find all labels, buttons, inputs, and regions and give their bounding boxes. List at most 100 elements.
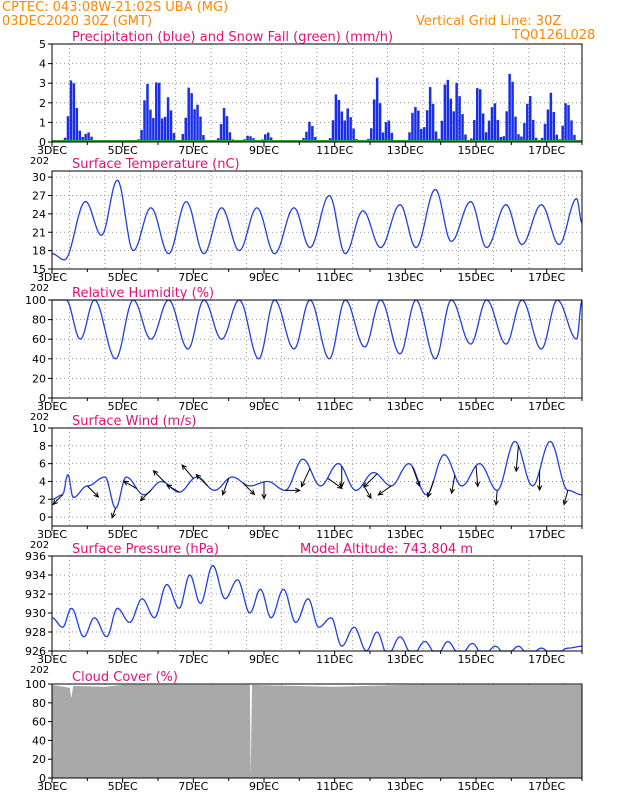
y-tick-label: 6 [39, 458, 46, 471]
x-tick-label: 17DEC [528, 400, 565, 413]
wind-arrow-head [562, 499, 568, 506]
wind-arrow-head [195, 473, 202, 480]
precip-bar [149, 109, 152, 142]
x-tick-label: 13DEC [387, 653, 424, 666]
x-tick-label: 13DEC [387, 144, 424, 157]
precip-bar [181, 134, 185, 142]
precip-bar [423, 127, 426, 142]
wind-arrow-head [122, 480, 129, 486]
precip-bar [484, 132, 488, 142]
precip-bar [381, 132, 385, 142]
precip-bar [169, 110, 173, 142]
run-date: 03DEC2020 30Z (GMT) [2, 14, 153, 29]
wind-arrow [123, 480, 138, 490]
x-tick-label: 5DEC [108, 271, 138, 284]
precip-bar [372, 99, 376, 142]
y-tick-label: 24 [32, 208, 46, 221]
x-tick-label: 11DEC [316, 780, 353, 793]
wind-arrow [86, 485, 99, 498]
x-tick-label: 15DEC [457, 780, 494, 793]
precip-bar [408, 132, 411, 142]
wind-arrow [111, 508, 117, 518]
year-label: 202 [30, 540, 49, 551]
precip-bar [166, 97, 170, 142]
precip-bar [440, 120, 444, 142]
precip-bar [193, 109, 196, 142]
precip-bar [449, 98, 453, 142]
precip-bar [387, 120, 391, 142]
precip-bar [190, 93, 193, 142]
y-tick-label: 930 [25, 607, 46, 620]
x-tick-label: 11DEC [316, 653, 353, 666]
precip-bar [302, 137, 305, 142]
precip-bar [158, 82, 161, 142]
precip-bar [84, 133, 87, 142]
x-tick-label: 9DEC [249, 144, 279, 157]
wind-arrow [563, 490, 569, 505]
x-tick-label: 5DEC [108, 780, 138, 793]
wind-arrow [451, 475, 456, 494]
wind-arrow [515, 445, 519, 472]
precip-bar [66, 116, 70, 142]
precip-bar [343, 120, 347, 142]
precip-bar [543, 123, 547, 142]
grid-note: Vertical Grid Line: 30Z [416, 14, 562, 29]
precip-bar [431, 103, 435, 142]
y-tick-label: 10 [32, 422, 46, 435]
wind-arrow-head [474, 481, 481, 488]
y-tick-label: 932 [25, 588, 46, 601]
x-tick-label: 7DEC [178, 528, 208, 541]
x-tick-label: 15DEC [457, 144, 494, 157]
x-tick-label: 13DEC [387, 400, 424, 413]
precip-bar [155, 82, 158, 142]
x-tick-label: 17DEC [528, 528, 565, 541]
panel-title: Cloud Cover (%) [72, 670, 178, 685]
year-label: 202 [30, 412, 49, 423]
y-tick-label: 926 [25, 645, 46, 658]
panel-frame [51, 299, 583, 399]
precip-bar [517, 134, 520, 142]
precip-bar [378, 103, 382, 142]
panel-frame [51, 683, 583, 779]
wind-arrow-head [165, 484, 172, 490]
precip-bar [481, 113, 485, 142]
y-tick-label: 4 [39, 58, 46, 71]
precip-bar [540, 137, 544, 142]
wind-arrow-head [152, 469, 159, 476]
y-tick-label: 4 [39, 475, 46, 488]
precip-bar [370, 128, 373, 142]
panel-title: Surface Pressure (hPa) [72, 542, 219, 557]
panel-title: Surface Wind (m/s) [72, 414, 196, 429]
humidity-line [52, 299, 583, 360]
precip-bar [222, 107, 226, 142]
y-tick-label: 30 [32, 171, 46, 184]
y-tick-label: 928 [25, 626, 46, 639]
x-tick-label: 17DEC [528, 653, 565, 666]
x-tick-label: 13DEC [387, 271, 424, 284]
precip-bar [446, 79, 450, 142]
precip-bar [140, 129, 143, 142]
y-tick-label: 60 [32, 716, 46, 729]
precip-bar [420, 128, 423, 142]
y-tick-label: 20 [32, 753, 46, 766]
wind-arrow-head [339, 482, 345, 488]
x-tick-label: 7DEC [178, 400, 208, 413]
y-tick-label: 80 [32, 314, 46, 327]
precip-bar [531, 119, 535, 142]
x-tick-label: 9DEC [249, 400, 279, 413]
wind-arrow-head [415, 480, 421, 487]
precip-bar [564, 103, 567, 142]
precip-bar [473, 120, 476, 142]
wind-arrow [52, 494, 63, 505]
precip-bar [425, 110, 429, 142]
precip-bar [219, 124, 223, 142]
precip-bar [464, 134, 467, 142]
precip-bar [534, 137, 538, 142]
y-tick-label: 27 [32, 190, 46, 203]
precip-bar [487, 120, 491, 142]
x-tick-label: 13DEC [387, 780, 424, 793]
x-tick-label: 3DEC [37, 144, 67, 157]
y-tick-label: 0 [39, 511, 46, 524]
precip-bar [314, 136, 317, 142]
